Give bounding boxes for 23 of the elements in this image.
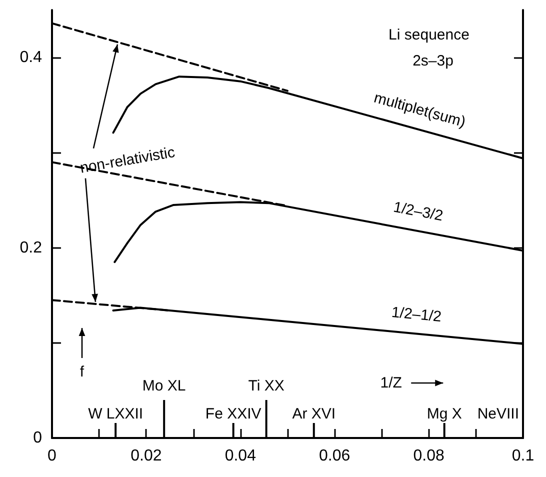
- x-tick-label: 0.06: [319, 448, 350, 464]
- text: 2s–3p: [412, 52, 454, 70]
- ref-line-label: Ti XX: [248, 378, 284, 394]
- x-tick-label: 0: [48, 448, 57, 464]
- text: 1/2–1/2: [390, 304, 442, 326]
- ref-line-label: Ar XVI: [292, 406, 336, 422]
- y-axis-title: f: [80, 364, 85, 380]
- text: Li sequence: [388, 26, 470, 44]
- ref-line-label: Fe XXIV: [205, 406, 262, 422]
- ref-line-label: NeVIII: [477, 406, 520, 422]
- ref-line-label: W LXXII: [88, 406, 144, 422]
- x-tick-label: 0.02: [130, 448, 162, 464]
- x-tick-label: 0.08: [413, 448, 444, 464]
- ref-line-label: Mo XL: [142, 378, 186, 394]
- y-tick-label: 0.4: [20, 49, 42, 66]
- y-tick-label: 0.2: [20, 239, 42, 256]
- x-tick-label: 0.1: [512, 448, 534, 464]
- x-axis-title: 1/Z: [380, 374, 402, 392]
- text: 1/2–3/2: [392, 198, 444, 225]
- annotation: non-relativistic: [78, 144, 177, 177]
- ref-line-label: Mg X: [426, 406, 462, 422]
- y-tick-label: 0: [33, 430, 42, 446]
- x-tick-label: 0.04: [224, 448, 256, 464]
